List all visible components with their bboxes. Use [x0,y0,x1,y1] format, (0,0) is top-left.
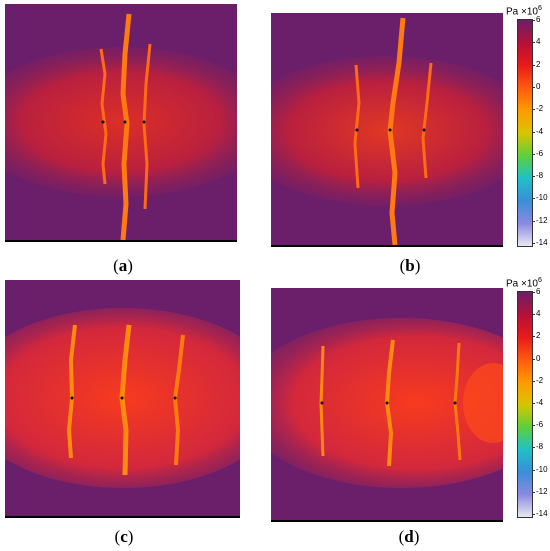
colorbar-top-tick-label: -4 [536,126,544,136]
colorbar-bottom-tick-label: -8 [536,442,544,452]
baseline-d [271,520,503,522]
colorbar-bottom-tick-label: 4 [536,309,541,319]
colorbar-top-tick-label: -12 [536,215,548,225]
caption-d: (d) [398,527,420,546]
colorbar-top-tickmark [532,64,535,66]
colorbar-top-tick-label: -14 [536,238,548,247]
colorbar-top-tick-label: -2 [536,104,544,114]
stress-field-image-b [271,13,503,245]
colorbar-bottom-tickmark [532,425,535,427]
colorbar-bottom-tick-label: 2 [536,331,541,341]
colorbar-top-tickmark [532,42,535,44]
stress-field-panel-c [5,280,240,516]
colorbar-bottom-tick-label: -4 [536,398,544,407]
colorbar-top-tickmark [532,220,535,222]
colorbar-top-tick-label: -6 [536,148,544,158]
colorbar-top-tickmark [532,176,535,178]
colorbar-bottom-tick-label: 6 [536,287,541,296]
colorbar-bottom-tickmark [532,292,535,293]
colorbar-top-tick-label: 0 [536,81,541,91]
colorbar-bottom-tick-label: -2 [536,375,544,385]
stress-field-image-a [5,4,237,240]
baseline-c [5,516,240,518]
colorbar-bottom [517,291,533,518]
caption-b: (b) [399,256,421,275]
stress-field-image-d [271,288,503,520]
colorbar-top [517,19,533,247]
colorbar-bottom-tickmark [532,469,535,471]
colorbar-bottom-tick-label: 0 [536,353,541,363]
colorbar-top-tickmark [532,86,535,88]
stress-field-panel-b [271,13,503,245]
colorbar-bottom-tickmark [532,336,535,338]
colorbar-top-tick-label: -8 [536,171,544,181]
colorbar-bottom-tickmark [532,358,535,360]
colorbar-bottom-tick-label: -14 [536,509,548,518]
colorbar-top-tickmark [532,131,535,133]
colorbar-bottom-tickmark [532,447,535,449]
colorbar-top-tick-label: 4 [536,37,541,47]
caption-c: (c) [114,527,134,546]
colorbar-bottom-tickmark [532,514,535,515]
colorbar-bottom-tick-label: -6 [536,420,544,430]
colorbar-top-tickmark [532,198,535,200]
colorbar-unit-top: Pa ×106 [506,5,542,18]
colorbar-bottom-tickmark [532,314,535,316]
colorbar-top-tickmark [532,243,535,244]
colorbar-top-tick-label: 2 [536,59,541,69]
colorbar-bottom-tickmark [532,403,535,404]
colorbar-top-tickmark [532,153,535,155]
colorbar-top-tickmark [532,20,535,21]
colorbar-bottom-tick-label: -10 [536,464,548,474]
colorbar-top-tickmark [532,109,535,111]
baseline-b [271,245,503,247]
colorbar-top-tick-label: -10 [536,193,548,203]
colorbar-bottom-tickmark [532,491,535,493]
stress-field-image-c [5,280,240,516]
colorbar-unit-bottom: Pa ×106 [506,277,542,290]
baseline-a [5,240,237,242]
stress-field-panel-d [271,288,503,520]
colorbar-bottom-tick-label: -12 [536,486,548,496]
stress-field-panel-a [5,4,237,240]
colorbar-bottom-tickmark [532,380,535,382]
colorbar-top-tick-label: 6 [536,15,541,24]
caption-a: (a) [113,256,133,275]
